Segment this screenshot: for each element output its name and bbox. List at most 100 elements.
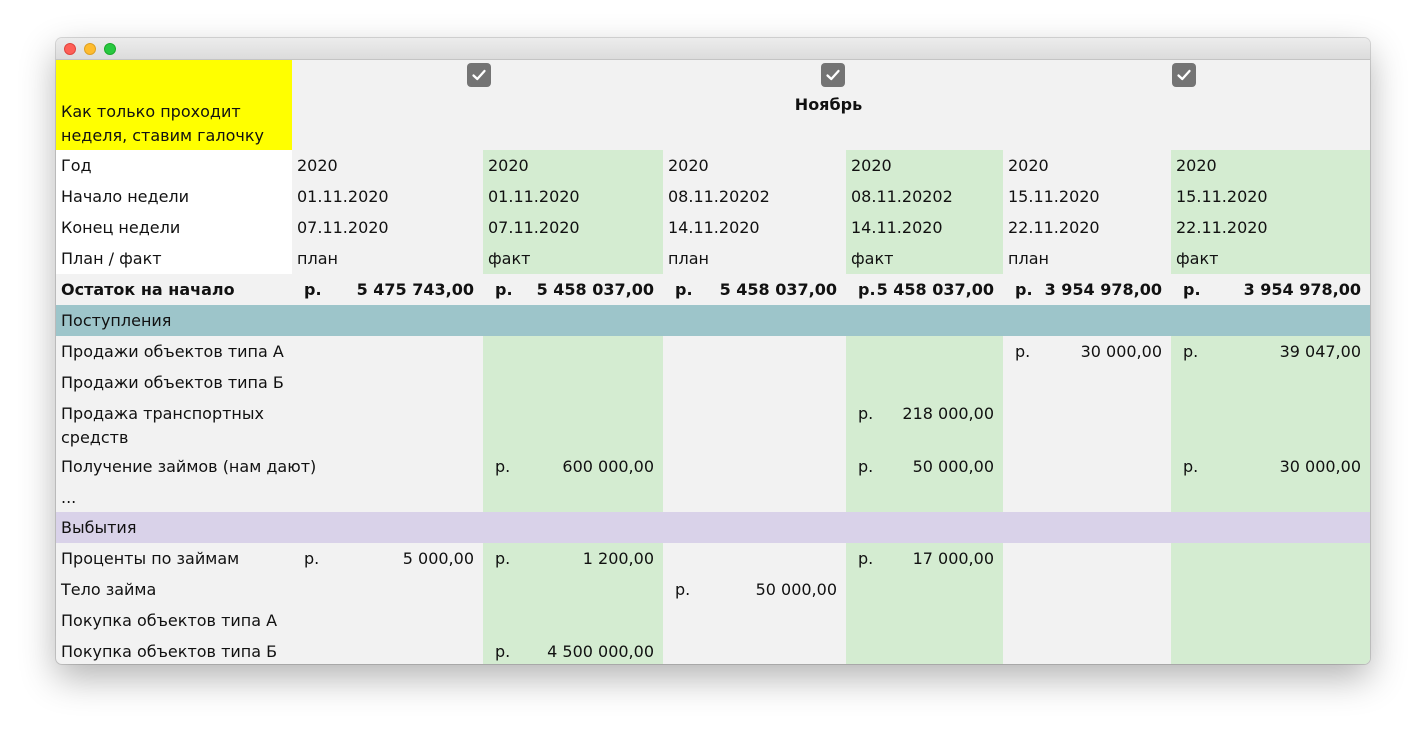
amount-value: 39 047,00 — [1279, 342, 1361, 361]
income-amount-cell[interactable]: р. 30 000,00 — [1171, 451, 1370, 482]
close-button[interactable] — [64, 43, 76, 55]
amount-value: 1 200,00 — [582, 549, 654, 568]
year-label: Год — [61, 156, 92, 175]
week-start-cell[interactable]: 08.11.20202 — [668, 187, 770, 206]
currency-symbol: р. — [675, 580, 691, 599]
amount-value: 5 000,00 — [402, 549, 474, 568]
currency-symbol: р. — [495, 642, 511, 661]
income-amount-cell[interactable]: р. 218 000,00 — [846, 398, 1003, 429]
plan-fact-cell[interactable]: план — [668, 249, 709, 268]
year-cell[interactable]: 2020 — [668, 156, 709, 175]
amount-value: 4 500 000,00 — [547, 642, 654, 661]
opening-balance-cell[interactable]: р. 3 954 978,00 — [1171, 274, 1370, 305]
expense-row-label: Покупка объектов типа А — [61, 611, 278, 630]
amount-value: 50 000,00 — [755, 580, 837, 599]
plan-fact-cell[interactable]: факт — [1176, 249, 1219, 268]
income-section-header: Поступления — [56, 305, 1370, 336]
year-cell[interactable]: 2020 — [851, 156, 892, 175]
currency-symbol: р. — [1183, 280, 1201, 299]
expense-amount-cell[interactable]: р. 17 000,00 — [846, 543, 1003, 574]
expense-amount-cell[interactable]: р. 4 500 000,00 — [483, 636, 663, 664]
expense-row-label: Покупка объектов типа Б — [61, 642, 278, 661]
currency-symbol: р. — [675, 280, 693, 299]
income-row-label: Продажи объектов типа А — [61, 342, 284, 361]
amount-value: 5 475 743,00 — [356, 280, 474, 299]
expense-amount-cell[interactable]: р. 5 000,00 — [292, 543, 483, 574]
fact-column-bg-3 — [1171, 150, 1370, 664]
amount-value: 5 458 037,00 — [536, 280, 654, 299]
currency-symbol: р. — [858, 549, 874, 568]
plan-fact-cell[interactable]: факт — [488, 249, 531, 268]
amount-value: 3 954 978,00 — [1243, 280, 1361, 299]
minimize-button[interactable] — [84, 43, 96, 55]
plan-fact-cell[interactable]: план — [1008, 249, 1049, 268]
expense-row-label: Проценты по займам — [61, 549, 240, 568]
week-end-cell[interactable]: 22.11.2020 — [1176, 218, 1268, 237]
week-end-cell[interactable]: 07.11.2020 — [297, 218, 389, 237]
week-end-cell[interactable]: 14.11.2020 — [668, 218, 760, 237]
currency-symbol: р. — [1015, 342, 1031, 361]
week-start-cell[interactable]: 15.11.2020 — [1176, 187, 1268, 206]
income-amount-cell[interactable]: р. 30 000,00 — [1003, 336, 1171, 367]
income-row-label: Получение займов (нам дают) — [61, 457, 317, 476]
currency-symbol: р. — [495, 280, 513, 299]
cash-flow-sheet: Как только проходит неделя, ставим галоч… — [56, 60, 1370, 664]
checkmark-icon — [1177, 69, 1191, 81]
week-end-cell[interactable]: 07.11.2020 — [488, 218, 580, 237]
week-3-checkbox[interactable] — [1172, 63, 1196, 87]
expense-amount-cell[interactable]: р. 50 000,00 — [663, 574, 846, 605]
amount-value: 50 000,00 — [912, 457, 994, 476]
currency-symbol: р. — [858, 280, 876, 299]
year-cell[interactable]: 2020 — [1008, 156, 1049, 175]
amount-value: 3 954 978,00 — [1044, 280, 1162, 299]
year-cell[interactable]: 2020 — [488, 156, 529, 175]
week-end-label: Конец недели — [61, 218, 181, 237]
week-2-checkbox[interactable] — [821, 63, 845, 87]
income-row-label: Продажи объектов типа Б — [61, 373, 284, 392]
opening-balance-label: Остаток на начало — [61, 280, 235, 299]
currency-symbol: р. — [304, 280, 322, 299]
currency-symbol: р. — [1015, 280, 1033, 299]
week-start-cell[interactable]: 01.11.2020 — [488, 187, 580, 206]
opening-balance-row-bg — [56, 274, 1370, 305]
amount-value: 5 458 037,00 — [876, 280, 994, 299]
currency-symbol: р. — [858, 457, 874, 476]
currency-symbol: р. — [495, 549, 511, 568]
currency-symbol: р. — [304, 549, 320, 568]
year-cell[interactable]: 2020 — [297, 156, 338, 175]
checkmark-icon — [826, 69, 840, 81]
currency-symbol: р. — [495, 457, 511, 476]
opening-balance-cell[interactable]: р. 5 475 743,00 — [292, 274, 483, 305]
checkmark-icon — [472, 69, 486, 81]
title-bar — [56, 38, 1370, 60]
opening-balance-cell[interactable]: р. 5 458 037,00 — [846, 274, 1003, 305]
amount-value: 600 000,00 — [562, 457, 654, 476]
expense-row-label: Тело займа — [61, 580, 157, 599]
plan-fact-cell[interactable]: план — [297, 249, 338, 268]
year-cell[interactable]: 2020 — [1176, 156, 1217, 175]
week-start-cell[interactable]: 01.11.2020 — [297, 187, 389, 206]
week-start-cell[interactable]: 08.11.20202 — [851, 187, 953, 206]
currency-symbol: р. — [1183, 342, 1199, 361]
opening-balance-cell[interactable]: р. 3 954 978,00 — [1003, 274, 1171, 305]
plan-fact-label: План / факт — [61, 249, 162, 268]
zoom-button[interactable] — [104, 43, 116, 55]
week-1-checkbox[interactable] — [467, 63, 491, 87]
amount-value: 5 458 037,00 — [719, 280, 837, 299]
income-row-label: Продажа транспортных средств — [61, 404, 264, 447]
opening-balance-cell[interactable]: р. 5 458 037,00 — [483, 274, 663, 305]
income-amount-cell[interactable]: р. 600 000,00 — [483, 451, 663, 482]
fact-column-bg-1 — [483, 150, 663, 664]
expense-amount-cell[interactable]: р. 1 200,00 — [483, 543, 663, 574]
week-note: Как только проходит неделя, ставим галоч… — [56, 60, 292, 150]
plan-fact-cell[interactable]: факт — [851, 249, 894, 268]
opening-balance-cell[interactable]: р. 5 458 037,00 — [663, 274, 846, 305]
currency-symbol: р. — [858, 404, 874, 423]
expense-section-header: Выбытия — [56, 512, 1370, 543]
week-start-cell[interactable]: 15.11.2020 — [1008, 187, 1100, 206]
week-end-cell[interactable]: 22.11.2020 — [1008, 218, 1100, 237]
week-end-cell[interactable]: 14.11.2020 — [851, 218, 943, 237]
income-amount-cell[interactable]: р. 50 000,00 — [846, 451, 1003, 482]
amount-value: 218 000,00 — [902, 404, 994, 423]
income-amount-cell[interactable]: р. 39 047,00 — [1171, 336, 1370, 367]
